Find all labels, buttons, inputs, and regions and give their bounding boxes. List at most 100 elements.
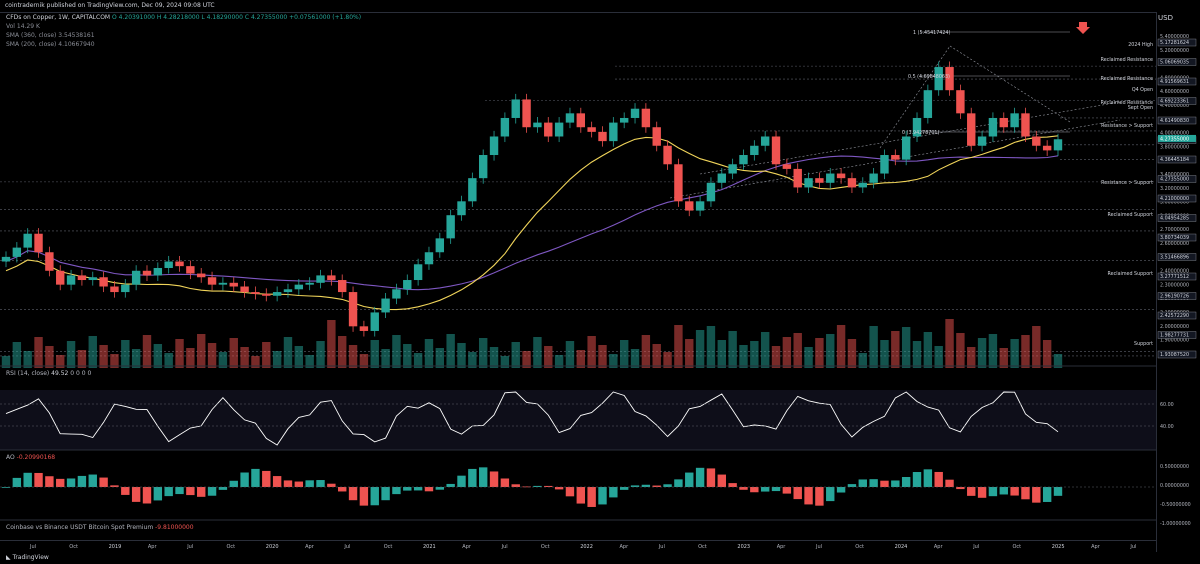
rsi-line[interactable]	[5, 391, 1059, 446]
candle-body[interactable]	[554, 122, 564, 137]
volume-legend[interactable]: Vol 14.29 K	[6, 23, 40, 30]
tradingview-logo[interactable]: ◣ TradingView	[6, 554, 49, 561]
candle-body[interactable]	[826, 173, 835, 183]
label-reclaimed-resistance-1[interactable]: Reclaimed Resistance	[1101, 57, 1153, 63]
price-box-label[interactable]: 4.61490830	[1160, 118, 1189, 124]
candle-body[interactable]	[446, 215, 455, 239]
label-reclaimed-resistance-2[interactable]: Reclaimed Resistance	[1101, 76, 1153, 82]
price-box-label[interactable]: 3.51466896	[1160, 255, 1189, 261]
candle-body[interactable]	[34, 233, 43, 253]
candle-body[interactable]	[544, 122, 553, 137]
candle-body[interactable]	[717, 173, 726, 183]
label-resistance-support-1[interactable]: Resistance > Support	[1101, 123, 1153, 129]
candle-body[interactable]	[967, 113, 976, 146]
sma200-line[interactable]	[5, 135, 1059, 311]
label-reclaimed-resistance-3[interactable]: Reclaimed Resistance	[1101, 100, 1153, 106]
candle-body[interactable]	[706, 182, 716, 202]
candle-body[interactable]	[370, 312, 379, 331]
candle-body[interactable]	[999, 117, 1008, 128]
candle-body[interactable]	[12, 247, 22, 257]
candle-body[interactable]	[728, 164, 737, 174]
candle-body[interactable]	[869, 173, 878, 183]
candle-body[interactable]	[381, 298, 390, 313]
candle-body[interactable]	[912, 117, 922, 137]
candle-body[interactable]	[739, 155, 748, 165]
price-box-label[interactable]: 1.98277731	[1160, 333, 1189, 339]
candle-body[interactable]	[489, 136, 499, 156]
candle-body[interactable]	[815, 178, 824, 183]
candle-body[interactable]	[782, 164, 792, 169]
price-box-label[interactable]: 1.93087520	[1160, 352, 1189, 358]
price-box-label[interactable]: 4.21000000	[1160, 196, 1189, 202]
candle-body[interactable]	[131, 270, 141, 285]
candle-body[interactable]	[348, 292, 358, 327]
premium-legend[interactable]: Coinbase vs Binance USDT Bitcoin Spot Pr…	[6, 523, 194, 532]
candle-body[interactable]	[88, 277, 97, 281]
sma200-legend[interactable]: SMA (200, close) 4.10667940	[6, 41, 95, 48]
candle-body[interactable]	[229, 282, 238, 287]
time-axis[interactable]: Jul Oct 2019 Apr Jul Oct 2020 Apr Jul Oct 2021 Apr J…	[0, 540, 1156, 553]
candle-body[interactable]	[1010, 113, 1019, 128]
candle-body[interactable]	[294, 284, 304, 290]
candle-body[interactable]	[793, 168, 802, 188]
candle-body[interactable]	[240, 286, 249, 293]
label-resistance-support-2[interactable]: Resistance > Support	[1101, 180, 1153, 186]
candle-body[interactable]	[305, 282, 314, 285]
label-support[interactable]: Support	[1134, 341, 1153, 347]
label-sept-open[interactable]: Sept Open	[1128, 105, 1153, 111]
candle-body[interactable]	[45, 252, 54, 271]
candle-body[interactable]	[435, 238, 445, 253]
rsi-legend[interactable]: RSI (14, close) 49.52 0 0 0 0	[6, 369, 91, 378]
symbol-label[interactable]: CFDs on Copper, 1W, CAPITALCOM	[6, 14, 111, 21]
candle-body[interactable]	[1, 256, 11, 262]
candle-body[interactable]	[750, 145, 759, 156]
fib-label-05[interactable]: 0.5 (4.69848063)	[908, 74, 950, 80]
price-box-label[interactable]: 4.36445184	[1160, 157, 1189, 163]
label-reclaimed-support-1[interactable]: Reclaimed Support	[1108, 212, 1154, 218]
candle-body[interactable]	[609, 122, 618, 142]
candle-body[interactable]	[153, 267, 163, 276]
candle-body[interactable]	[1032, 136, 1041, 146]
candle-body[interactable]	[110, 286, 119, 293]
candle-body[interactable]	[316, 275, 325, 283]
candle-body[interactable]	[56, 270, 65, 285]
candle-body[interactable]	[598, 131, 607, 142]
candle-body[interactable]	[533, 122, 542, 128]
candle-body[interactable]	[619, 117, 629, 123]
candle-body[interactable]	[674, 164, 683, 202]
candle-body[interactable]	[500, 117, 510, 137]
candle-body[interactable]	[186, 266, 195, 274]
candle-body[interactable]	[272, 292, 282, 296]
fib-label-0[interactable]: 0 (3.94278701)	[902, 130, 939, 136]
candle-body[interactable]	[934, 67, 943, 91]
price-box-label[interactable]: 5.06069035	[1160, 60, 1189, 66]
candle-body[interactable]	[771, 136, 781, 165]
candle-body[interactable]	[923, 90, 933, 118]
trendline-rise[interactable]	[879, 45, 951, 149]
candle-body[interactable]	[457, 201, 466, 216]
currency-label[interactable]: USD	[1158, 14, 1173, 22]
candle-body[interactable]	[251, 292, 260, 294]
candle-body[interactable]	[565, 113, 575, 123]
main-chart-canvas[interactable]: 1 (5.45417424) 0.5 (4.69848063) 0 (3.94278…	[0, 12, 1156, 552]
price-box-label[interactable]: 3.80734039	[1160, 235, 1189, 241]
candle-body[interactable]	[1042, 145, 1052, 151]
candle-body[interactable]	[511, 99, 520, 118]
candle-body[interactable]	[652, 127, 661, 146]
candle-body[interactable]	[99, 277, 108, 287]
candle-body[interactable]	[663, 145, 672, 165]
candle-body[interactable]	[641, 108, 651, 128]
candle-body[interactable]	[23, 233, 32, 248]
candle-body[interactable]	[121, 284, 130, 293]
candle-body[interactable]	[77, 275, 87, 281]
fib-label-1[interactable]: 1 (5.45417424)	[913, 30, 950, 36]
candle-body[interactable]	[338, 280, 347, 293]
candle-body[interactable]	[977, 136, 987, 146]
price-box-label[interactable]: 2.42572290	[1160, 313, 1189, 319]
candle-body[interactable]	[1021, 113, 1030, 137]
trendline-drop[interactable]	[949, 45, 1071, 123]
candle-body[interactable]	[901, 136, 911, 160]
candle-body[interactable]	[207, 277, 217, 285]
candle-body[interactable]	[880, 155, 889, 174]
price-box-label[interactable]: 4.91569631	[1160, 79, 1189, 85]
